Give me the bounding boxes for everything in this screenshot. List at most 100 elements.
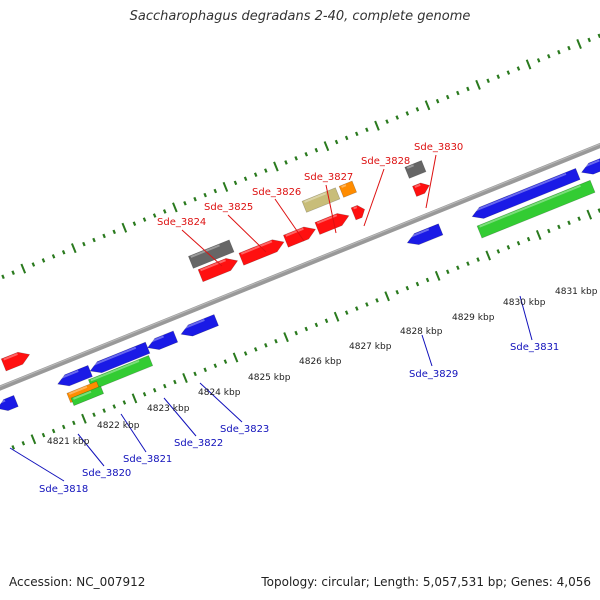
gene-features	[0, 158, 600, 411]
lower-scale-tick	[182, 372, 188, 383]
upper-scale-tick	[203, 192, 207, 198]
gene-sde-3826	[283, 226, 317, 248]
upper-scale-tick	[70, 243, 77, 254]
upper-scale-tick	[273, 161, 279, 172]
leader-sde-3830	[425, 154, 437, 209]
lower-scale-tick	[344, 310, 349, 315]
gene-sde-3829-shine	[407, 228, 430, 239]
lower-scale-tick	[425, 277, 430, 283]
scale-label-4823: 4823 kbp	[147, 404, 190, 414]
leader-sde-3823	[199, 382, 243, 423]
gene-khaki	[301, 187, 341, 213]
lower-scale-tick	[405, 285, 410, 291]
gene-blue-4	[147, 330, 179, 350]
upper-scale-tick	[193, 196, 197, 202]
leader-sde-3824	[181, 229, 223, 267]
upper-scale-tick	[243, 176, 248, 182]
gene-label-sde-3829: Sde_3829	[409, 369, 458, 380]
lower-scale-tick	[30, 434, 37, 445]
lower-scale-tick	[567, 220, 571, 226]
upper-scale-tick	[233, 180, 238, 186]
genome-backbone	[0, 142, 600, 391]
gene-sde-3828	[350, 205, 366, 221]
gene-sde-3825	[238, 239, 285, 266]
upper-scale-tick	[516, 66, 521, 71]
upper-scale-tick	[31, 262, 36, 267]
leader-sde-3820	[77, 433, 105, 467]
gene-label-sde-3822: Sde_3822	[174, 438, 223, 449]
lower-scale-tick	[274, 338, 278, 344]
upper-scale-tick	[41, 258, 46, 263]
gene-sde-3827-shine	[316, 214, 338, 225]
lower-scale-tick	[102, 408, 106, 413]
lower-scale-tick	[152, 387, 157, 393]
leader-sde-3831	[519, 295, 533, 341]
lower-scale-tick	[586, 209, 593, 220]
upper-scale-tick	[172, 202, 178, 213]
gene-sde-3829	[406, 223, 444, 245]
upper-scale-tick	[222, 181, 229, 192]
lower-scale-tick	[333, 311, 340, 322]
gene-sde-3824-shine	[200, 259, 226, 272]
gene-blue-6	[471, 167, 581, 219]
scale-label-4828: 4828 kbp	[400, 327, 443, 337]
lower-scale-tick	[173, 379, 177, 385]
upper-scale-tick	[142, 217, 147, 222]
lower-scale-tick	[485, 250, 492, 261]
scale-label-4821: 4821 kbp	[47, 437, 90, 447]
leader-sde-3825	[227, 214, 267, 253]
lower-scale-tick	[375, 298, 379, 303]
upper-scale-tick	[1, 274, 5, 280]
upper-scale-tick	[475, 79, 481, 90]
lower-scale-tick	[294, 330, 298, 336]
leader-sde-3822	[163, 397, 197, 437]
lower-scale-tick	[72, 420, 76, 426]
lower-scale-tick	[535, 230, 542, 241]
tick-marks	[1, 33, 600, 450]
lower-scale-tick	[163, 383, 167, 389]
lower-scale-tick	[223, 359, 228, 364]
upper-scale-tick	[525, 59, 532, 70]
lower-scale-tick	[516, 240, 521, 246]
upper-scale-tick	[506, 70, 511, 75]
lower-scale-tick	[466, 261, 470, 266]
upper-scale-tick	[557, 49, 561, 55]
label-leader-lines	[9, 154, 533, 482]
lower-scale-tick	[283, 332, 289, 343]
upper-scale-tick	[435, 98, 440, 104]
gene-orange-1-shine	[341, 184, 347, 188]
lower-scale-tick	[203, 367, 207, 373]
gene-label-sde-3828: Sde_3828	[361, 156, 410, 167]
lower-scale-tick	[456, 265, 460, 270]
gene-blue-2-shine	[57, 369, 79, 381]
scale-label-4829: 4829 kbp	[452, 313, 495, 323]
upper-scale-tick	[547, 53, 551, 59]
upper-scale-tick	[445, 94, 450, 100]
upper-scale-tick	[466, 86, 470, 92]
gene-gray-2	[404, 160, 427, 179]
gene-gray-1	[188, 239, 235, 269]
lower-scale-tick	[434, 270, 441, 281]
leader-sde-3826	[274, 198, 305, 242]
gene-blue-3-shine	[89, 346, 137, 367]
gene-sde-3824	[197, 258, 239, 283]
gene-sde-3828-shine	[353, 206, 358, 210]
gene-sde-3817	[0, 351, 31, 372]
gene-blue-6-shine	[471, 172, 567, 213]
lower-scale-tick	[61, 424, 66, 430]
gene-label-sde-3831: Sde_3831	[510, 342, 559, 353]
lower-scale-tick	[92, 412, 96, 417]
scale-label-4827: 4827 kbp	[349, 342, 392, 352]
upper-scale-tick	[51, 254, 56, 259]
upper-scale-tick	[102, 233, 106, 239]
lower-scale-tick	[131, 393, 138, 404]
lower-scale-tick	[213, 363, 218, 368]
gene-label-sde-3830: Sde_3830	[414, 142, 463, 153]
gene-sde-3830-shine	[414, 183, 421, 188]
lower-scale-tick	[496, 249, 501, 254]
scale-label-4822: 4822 kbp	[97, 421, 140, 431]
gene-blue-1	[0, 394, 19, 411]
upper-scale-tick	[355, 131, 359, 137]
leader-sde-3818	[9, 447, 65, 482]
